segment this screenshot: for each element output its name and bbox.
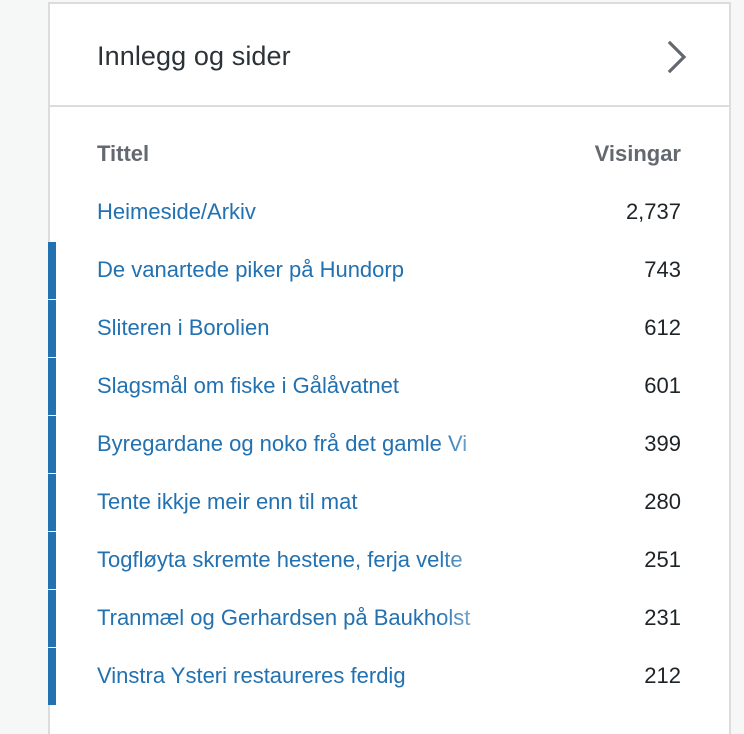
- highlight-bar: [48, 300, 56, 357]
- card-title: Innlegg og sider: [97, 41, 291, 71]
- view-count: 601: [644, 373, 681, 398]
- post-title-link[interactable]: Sliteren i Borolien: [97, 315, 270, 340]
- view-count: 251: [644, 547, 681, 572]
- highlight-bar: [48, 648, 56, 705]
- highlight-bar: [48, 532, 56, 589]
- posts-table: Tittel Visingar Heimeside/Arkiv 2,737 De…: [48, 107, 729, 706]
- highlight-bar: [48, 242, 56, 299]
- post-title-link[interactable]: Vinstra Ysteri restaureres ferdig: [97, 663, 406, 688]
- post-title-link[interactable]: Tente ikkje meir enn til mat: [97, 489, 358, 514]
- table-row: Tranmæl og Gerhardsen på Baukholst 231: [48, 590, 729, 648]
- highlight-bar: [48, 474, 56, 531]
- view-count: 2,737: [625, 199, 681, 224]
- post-title-link[interactable]: Togfløyta skremte hestene, ferja velte: [97, 547, 463, 572]
- table-row: Tente ikkje meir enn til mat 280: [48, 474, 729, 532]
- table-row: De vanartede piker på Hundorp 743: [48, 242, 729, 300]
- table-row: Sliteren i Borolien 612: [48, 300, 729, 358]
- table-row: Heimeside/Arkiv 2,737: [50, 184, 729, 242]
- posts-and-pages-card: Innlegg og sider Tittel Visingar Heimesi…: [48, 2, 731, 734]
- table-row: Byregardane og noko frå det gamle Vi 399: [48, 416, 729, 474]
- post-title-link[interactable]: Slagsmål om fiske i Gålåvatnet: [97, 373, 400, 398]
- view-count: 212: [644, 663, 681, 688]
- column-header-title: Tittel: [97, 141, 150, 166]
- chevron-right-icon[interactable]: [664, 40, 690, 74]
- card-header-link[interactable]: Innlegg og sider: [50, 4, 729, 107]
- highlight-bar: [48, 590, 56, 647]
- view-count: 612: [644, 315, 681, 340]
- highlight-bar: [48, 358, 56, 415]
- view-count: 231: [644, 605, 681, 630]
- post-title-link[interactable]: Tranmæl og Gerhardsen på Baukholst: [97, 605, 471, 630]
- view-count: 743: [644, 257, 681, 282]
- post-title-link[interactable]: De vanartede piker på Hundorp: [97, 257, 404, 282]
- view-count: 399: [644, 431, 681, 456]
- table-row: Slagsmål om fiske i Gålåvatnet 601: [48, 358, 729, 416]
- column-header-views: Visingar: [594, 141, 681, 166]
- table-row: Togfløyta skremte hestene, ferja velte 2…: [48, 532, 729, 590]
- table-row: Vinstra Ysteri restaureres ferdig 212: [48, 648, 729, 706]
- post-title-link[interactable]: Heimeside/Arkiv: [97, 199, 256, 224]
- highlight-bar: [48, 416, 56, 473]
- table-header-row: Tittel Visingar: [50, 107, 729, 184]
- post-title-link[interactable]: Byregardane og noko frå det gamle Vi: [97, 431, 468, 456]
- view-count: 280: [644, 489, 681, 514]
